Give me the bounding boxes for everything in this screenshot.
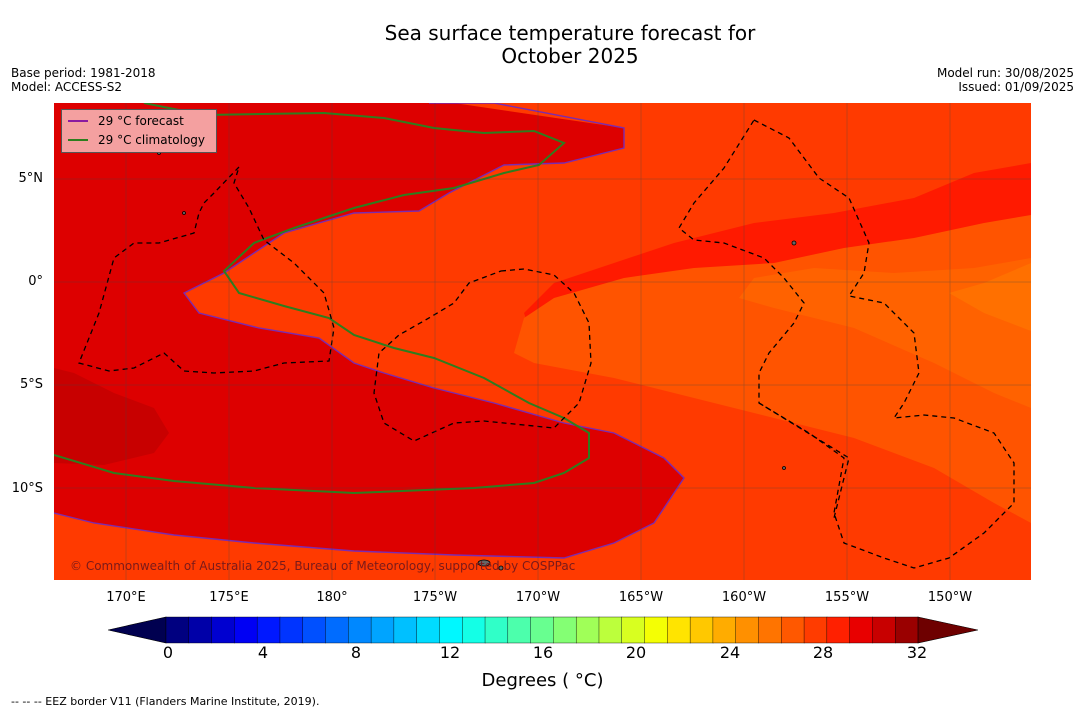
- island-1: [477, 559, 491, 567]
- colorbar-bin: [256, 616, 281, 644]
- model-run: Model run: 30/08/2025: [936, 66, 1074, 80]
- base-period: Base period: 1981-2018: [11, 66, 156, 80]
- warm-pool: [54, 103, 684, 558]
- colorbar-bin: [484, 616, 509, 644]
- colorbar-graphic: [107, 616, 979, 644]
- colorbar-bin: [895, 616, 919, 644]
- climatology-label: 29 °C climatology: [98, 133, 206, 147]
- colorbar-bin: [188, 616, 213, 644]
- graticule: [54, 103, 1031, 580]
- colorbar-tick-12: 12: [439, 643, 461, 662]
- colorbar-bin: [621, 616, 646, 644]
- colorbar-bin: [575, 616, 600, 644]
- legend-forecast: 29 °C forecast: [68, 113, 184, 129]
- legend-climatology: 29 °C climatology: [68, 132, 205, 148]
- colorbar-tick-24: 24: [719, 643, 741, 662]
- colorbar-bin: [393, 616, 418, 644]
- copyright-notice: © Commonwealth of Australia 2025, Bureau…: [70, 559, 576, 573]
- colorbar-bin: [462, 616, 486, 644]
- eez-border-3: [678, 119, 1015, 569]
- colorbar-tick-4: 4: [257, 643, 269, 662]
- contour-legend: 29 °C forecast 29 °C climatology: [61, 109, 217, 153]
- lon-label-150w: 150°W: [927, 590, 973, 605]
- lon-label-180: 180°: [316, 590, 348, 605]
- colorbar-bin: [370, 616, 395, 644]
- lon-label-165w: 165°W: [618, 590, 664, 605]
- island-4: [182, 211, 186, 215]
- title-line-1: Sea surface temperature forecast for: [384, 21, 756, 45]
- eez-borders: [78, 119, 1015, 569]
- colorbar-bin: [712, 616, 737, 644]
- lon-label-175e: 175°E: [209, 590, 249, 605]
- colorbar: [107, 616, 979, 648]
- lon-label-175w: 175°W: [412, 590, 458, 605]
- colorbar-bin: [803, 616, 828, 644]
- island-5: [782, 466, 786, 470]
- run-info: Model run: 30/08/2025 Issued: 01/09/2025: [937, 66, 1074, 94]
- colorbar-tick-32: 32: [906, 643, 928, 662]
- map-title: Sea surface temperature forecast for Oct…: [0, 22, 1085, 68]
- colorbar-bin: [689, 616, 714, 644]
- colorbar-bin: [279, 616, 304, 644]
- climatology-line-swatch: [68, 139, 88, 141]
- title-line-2: October 2025: [501, 44, 639, 68]
- colorbar-bin: [165, 616, 190, 644]
- colorbar-bin: [849, 616, 873, 644]
- eez-border-2: [373, 268, 592, 442]
- colorbar-bin: [507, 616, 532, 644]
- colorbar-bin: [758, 616, 782, 644]
- colorbar-bin: [325, 616, 349, 644]
- colorbar-bin: [234, 616, 258, 644]
- colorbar-bin: [439, 616, 463, 644]
- colorbar-units-label: Degrees ( °C): [481, 670, 604, 691]
- colorbar-tick-20: 20: [625, 643, 647, 662]
- colorbar-bin: [553, 616, 577, 644]
- colorbar-bin: [735, 616, 759, 644]
- colorbar-extend-low: [107, 616, 167, 644]
- colorbar-tick-0: 0: [162, 643, 174, 662]
- forecast-29c-contour: [54, 103, 685, 559]
- lon-label-170w: 170°W: [515, 590, 561, 605]
- lon-label-160w: 160°W: [721, 590, 767, 605]
- colorbar-bin: [598, 616, 623, 644]
- colorbar-extend-high: [917, 616, 979, 644]
- colorbar-bin: [416, 616, 440, 644]
- eez-footnote: -- -- -- EEZ border V11 (Flanders Marine…: [11, 695, 320, 708]
- sst-map-canvas: [54, 103, 1031, 580]
- lat-label-5n: 5°N: [18, 171, 44, 186]
- issued-date: Issued: 01/09/2025: [958, 80, 1074, 94]
- island-6: [498, 565, 504, 571]
- eez-border-1: [78, 166, 335, 374]
- island-2: [791, 240, 797, 246]
- sst-map: [54, 103, 1031, 580]
- colorbar-bin: [781, 616, 805, 644]
- colorbar-tick-8: 8: [350, 643, 362, 662]
- colorbar-bin: [667, 616, 691, 644]
- lon-label-170e: 170°E: [106, 590, 146, 605]
- hot-spot: [949, 263, 1031, 331]
- warm-pool-core: [54, 368, 169, 465]
- lon-label-155w: 155°W: [824, 590, 870, 605]
- lat-label-5s: 5°S: [19, 377, 43, 392]
- colorbar-bin: [826, 616, 851, 644]
- colorbar-bin: [644, 616, 668, 644]
- eez-border-4: [758, 402, 850, 519]
- forecast-label: 29 °C forecast: [98, 114, 184, 128]
- lat-label-10s: 10°S: [11, 481, 43, 496]
- colorbar-tick-28: 28: [812, 643, 834, 662]
- forecast-line-swatch: [68, 120, 88, 122]
- colorbar-bin: [211, 616, 235, 644]
- model-info: Base period: 1981-2018 Model: ACCESS-S2: [11, 66, 156, 94]
- colorbar-bin: [302, 616, 327, 644]
- colorbar-bin: [348, 616, 372, 644]
- model-name: Model: ACCESS-S2: [11, 80, 123, 94]
- colorbar-tick-16: 16: [532, 643, 554, 662]
- climatology-29c-contour: [54, 103, 590, 495]
- lat-label-0: 0°: [28, 274, 43, 289]
- islands: [157, 151, 797, 571]
- colorbar-bin: [872, 616, 896, 644]
- colorbar-bin: [530, 616, 554, 644]
